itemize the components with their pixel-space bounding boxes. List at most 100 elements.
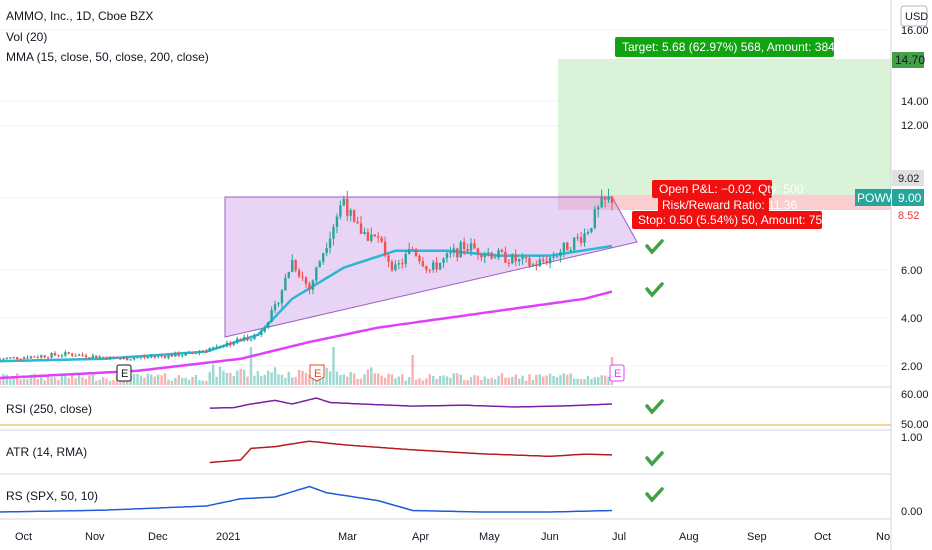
volume-bar bbox=[325, 367, 328, 385]
candle bbox=[342, 198, 346, 206]
currency-label[interactable]: USD bbox=[905, 11, 928, 23]
volume-bar bbox=[270, 372, 273, 385]
volume-bar bbox=[191, 376, 194, 385]
candle bbox=[46, 357, 50, 359]
candle bbox=[194, 352, 198, 354]
volume-bar bbox=[101, 377, 105, 385]
volume-bar bbox=[432, 375, 435, 385]
volume-bar bbox=[280, 374, 284, 385]
triangle-pattern[interactable] bbox=[224, 196, 638, 338]
earnings-marker[interactable]: E bbox=[116, 364, 132, 382]
target-zone[interactable] bbox=[558, 59, 891, 195]
volume-bar bbox=[473, 375, 476, 385]
candle bbox=[232, 342, 235, 345]
volume-bar bbox=[232, 376, 235, 385]
currency-button[interactable] bbox=[900, 5, 928, 27]
candle bbox=[528, 258, 531, 267]
volume-bar bbox=[449, 377, 452, 385]
volume-bar bbox=[229, 372, 232, 385]
y-tick: 12.00 bbox=[901, 120, 929, 132]
stop-info-box[interactable] bbox=[632, 211, 822, 229]
current-price-badge bbox=[892, 189, 924, 206]
candle bbox=[184, 352, 187, 356]
volume-bar bbox=[342, 374, 346, 385]
rr-box[interactable] bbox=[658, 196, 769, 212]
ticker-badge bbox=[855, 189, 891, 206]
earnings-marker[interactable]: E bbox=[309, 364, 325, 382]
volume-bar bbox=[108, 380, 112, 385]
volume-bar bbox=[352, 373, 356, 385]
rsi-label[interactable]: RSI (250, close) bbox=[6, 402, 92, 416]
target-info-box[interactable] bbox=[615, 37, 834, 57]
volume-bar bbox=[201, 380, 205, 385]
stop-price-text: 8.52 bbox=[898, 210, 919, 222]
volume-bar bbox=[397, 376, 401, 385]
volume-bar bbox=[284, 377, 287, 385]
candle bbox=[43, 355, 46, 358]
volume-bar bbox=[156, 374, 160, 385]
volume-bar bbox=[332, 347, 335, 385]
price-axis[interactable]: 16.00 14.00 12.00 6.00 4.00 2.00 bbox=[901, 25, 929, 373]
volume-bar bbox=[249, 347, 253, 385]
candle bbox=[432, 262, 435, 270]
volume-bar bbox=[291, 377, 294, 385]
mma-indicator-label[interactable]: MMA (15, close, 50, close, 200, close) bbox=[6, 50, 209, 64]
candle bbox=[576, 237, 579, 239]
volume-bar bbox=[132, 373, 136, 385]
volume-bar bbox=[394, 378, 397, 385]
candle bbox=[487, 252, 490, 255]
vol-indicator-label[interactable]: Vol (20) bbox=[6, 30, 47, 44]
volume-bar bbox=[84, 378, 88, 385]
candle bbox=[387, 255, 390, 262]
candle bbox=[524, 257, 528, 259]
pnl-box[interactable] bbox=[652, 180, 772, 198]
candle bbox=[517, 259, 521, 262]
x-tick: Aug bbox=[679, 531, 699, 543]
candle bbox=[297, 270, 301, 277]
candle bbox=[101, 356, 105, 358]
candle bbox=[181, 355, 184, 357]
volume-bar bbox=[363, 374, 366, 385]
candle bbox=[126, 357, 129, 361]
time-axis[interactable]: Oct Nov Dec 2021 Mar Apr May Jun Jul Aug Sep Oct No bbox=[15, 531, 890, 543]
candle bbox=[215, 346, 218, 348]
candle bbox=[401, 263, 404, 265]
volume-bar bbox=[466, 380, 469, 385]
candle bbox=[469, 243, 473, 251]
candle bbox=[0, 358, 2, 360]
volume-bar bbox=[170, 380, 174, 385]
volume-bar bbox=[218, 366, 222, 385]
stop-info-text: Stop: 0.50 (5.54%) 50, Amount: 750 bbox=[638, 213, 829, 227]
candle bbox=[332, 226, 335, 239]
earnings-marker[interactable]: E bbox=[609, 364, 625, 382]
candle bbox=[394, 264, 397, 271]
volume-bar bbox=[373, 373, 376, 385]
candle bbox=[497, 249, 500, 258]
x-tick: Oct bbox=[814, 531, 831, 543]
volume-bar bbox=[328, 371, 332, 385]
atr-label[interactable]: ATR (14, RMA) bbox=[6, 445, 87, 459]
candle bbox=[291, 260, 294, 273]
rs-label[interactable]: RS (SPX, 50, 10) bbox=[6, 489, 98, 503]
candle bbox=[377, 236, 380, 238]
candle bbox=[105, 357, 108, 360]
candle bbox=[363, 232, 366, 234]
candle bbox=[407, 249, 411, 254]
x-tick: Oct bbox=[15, 531, 32, 543]
volume-bar bbox=[122, 378, 125, 385]
volume-bar bbox=[22, 378, 26, 385]
candle bbox=[287, 272, 291, 278]
volume-bar bbox=[150, 374, 153, 385]
candle bbox=[435, 262, 438, 270]
volume-bar bbox=[57, 379, 60, 385]
volume-bar bbox=[187, 379, 191, 385]
candle bbox=[500, 249, 504, 252]
volume-bar bbox=[452, 373, 456, 385]
candle bbox=[304, 277, 308, 284]
candle bbox=[198, 351, 201, 353]
candle bbox=[366, 232, 370, 241]
candle bbox=[15, 357, 19, 360]
candle bbox=[308, 283, 311, 290]
volume-bar bbox=[198, 380, 201, 385]
